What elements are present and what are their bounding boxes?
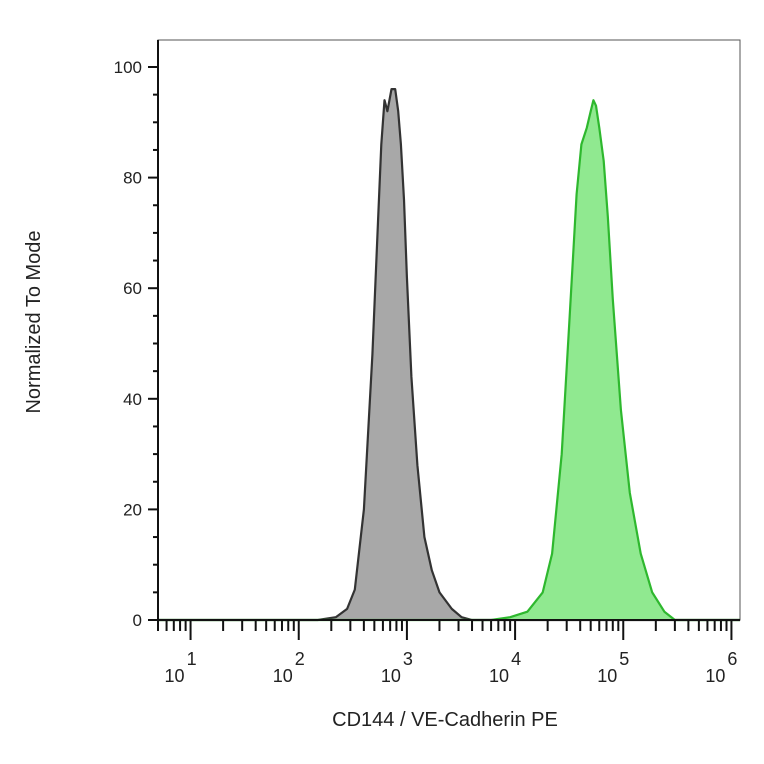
x-tick-label: 105: [597, 649, 629, 686]
x-tick-exponent: 4: [511, 649, 521, 669]
x-tick-exponent: 2: [295, 649, 305, 669]
x-tick-base: 10: [597, 666, 617, 686]
x-tick-label: 106: [705, 649, 737, 686]
y-axis-label: Normalized To Mode: [23, 230, 45, 413]
y-tick-label: 100: [114, 58, 142, 77]
y-tick-label: 40: [123, 390, 142, 409]
histogram-outline-1: [158, 88, 740, 622]
x-tick-exponent: 6: [727, 649, 737, 669]
x-tick-base: 10: [273, 666, 293, 686]
x-tick-exponent: 1: [187, 649, 197, 669]
x-tick-exponent: 3: [403, 649, 413, 669]
y-tick-label: 80: [123, 169, 142, 188]
x-tick-base: 10: [705, 666, 725, 686]
x-tick-exponent: 5: [619, 649, 629, 669]
x-tick-label: 102: [273, 649, 305, 686]
x-tick-base: 10: [381, 666, 401, 686]
x-tick-label: 101: [165, 649, 197, 686]
y-tick-label: 60: [123, 279, 142, 298]
histogram-fill-2: [158, 100, 740, 620]
series-layer: [158, 88, 740, 622]
histogram-outline-2: [158, 99, 740, 622]
x-tick-base: 10: [489, 666, 509, 686]
x-tick-label: 103: [381, 649, 413, 686]
plot-area: [157, 39, 741, 621]
x-tick-label: 104: [489, 649, 521, 686]
x-axis-label: CD144 / VE-Cadherin PE: [332, 709, 558, 731]
y-tick-label: 20: [123, 500, 142, 519]
y-tick-label: 0: [133, 611, 142, 630]
x-tick-base: 10: [165, 666, 185, 686]
